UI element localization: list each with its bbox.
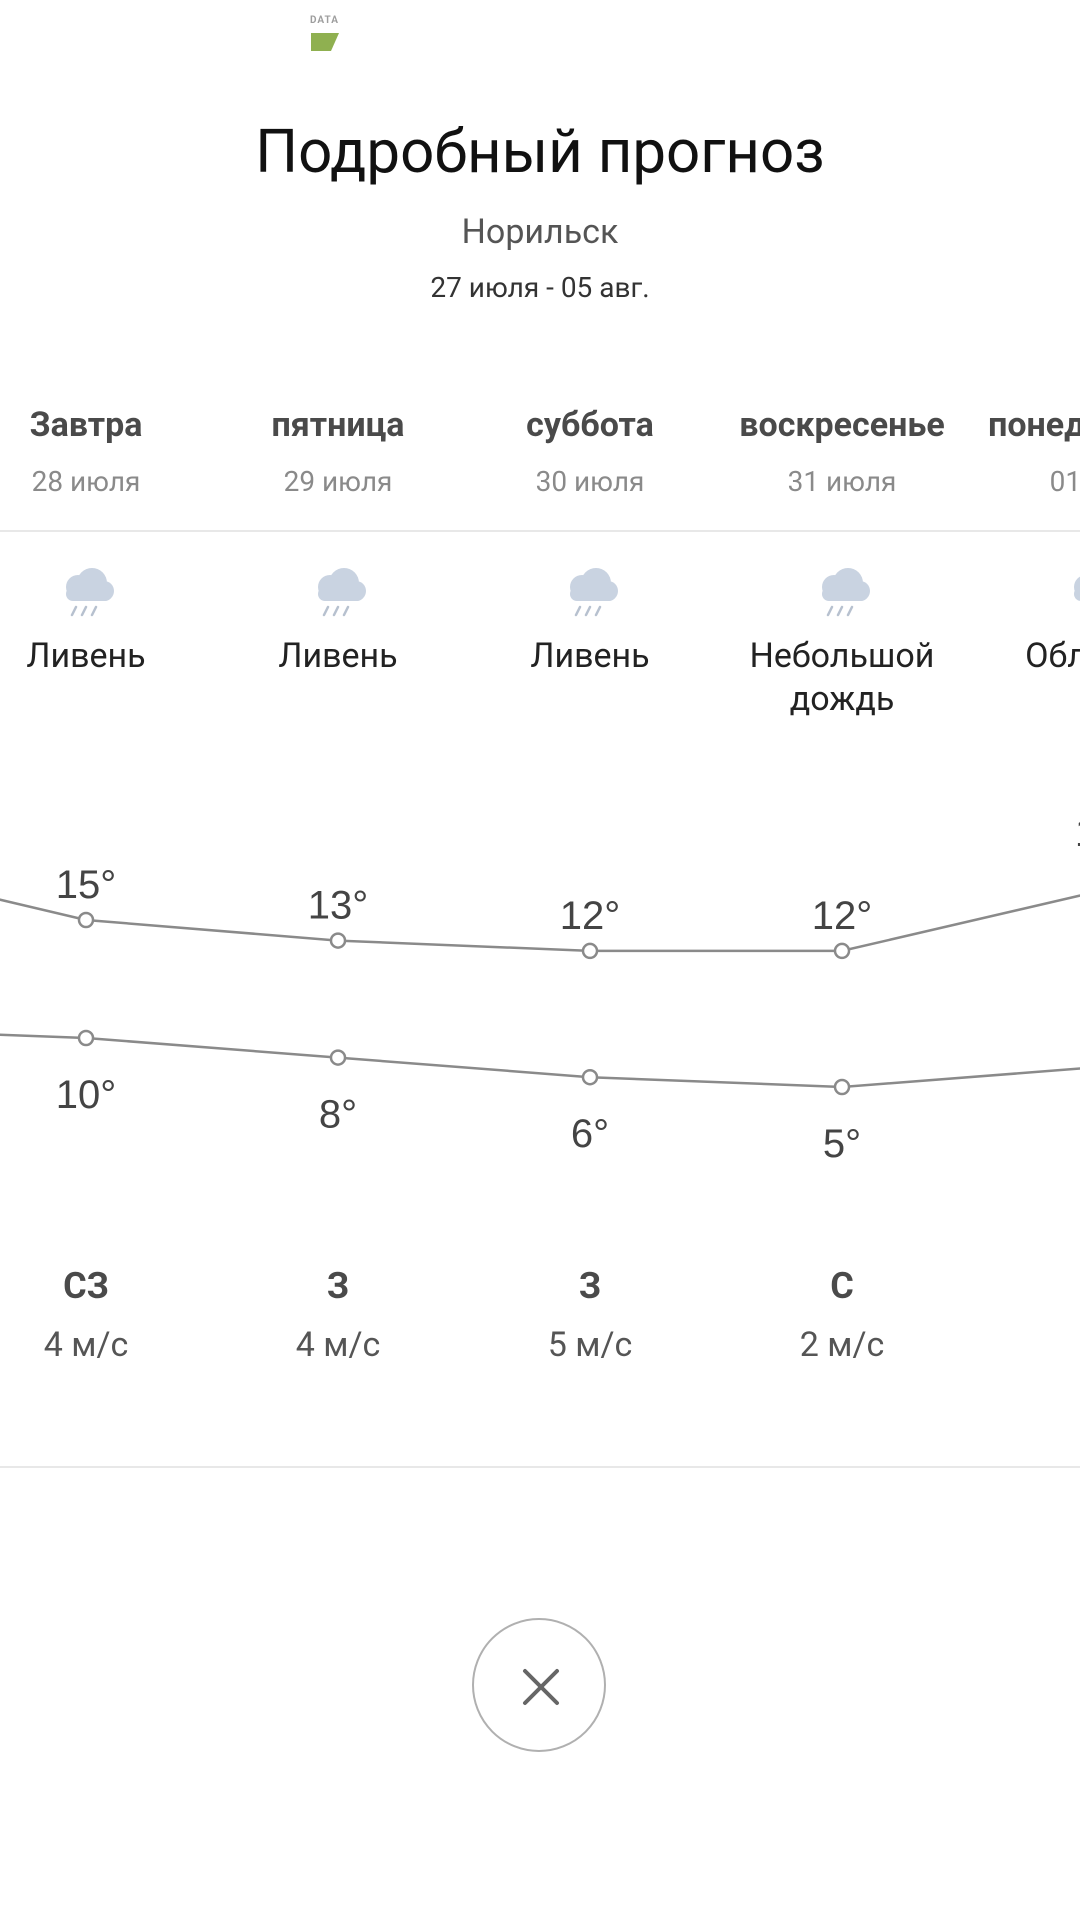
wind-speed: 4 м/с <box>295 1325 381 1365</box>
forecast-day-column: суббота 30 июля Ливень З 5 м/с <box>464 380 716 1470</box>
condition-text: Ливень <box>530 636 650 676</box>
wind-speed: 2 <box>968 1325 1080 1365</box>
high-temp-point <box>77 911 95 929</box>
high-temp-point <box>833 942 851 960</box>
close-button[interactable] <box>472 1618 606 1752</box>
logo-icon <box>311 33 339 51</box>
low-temp-label: 5° <box>823 1122 861 1166</box>
data-logo: DATA <box>310 15 340 55</box>
day-name: суббота <box>526 405 654 445</box>
high-temp-point <box>581 942 599 960</box>
day-name: понедельник <box>988 405 1080 445</box>
day-date: 01 авг. <box>1049 465 1080 498</box>
wind-direction: З <box>578 1265 602 1307</box>
logo-text: DATA <box>310 15 339 26</box>
condition-text: Небольшой дождь <box>749 636 935 719</box>
date-range: 27 июля - 05 авг. <box>430 271 650 304</box>
rain-cloud-icon <box>560 565 620 619</box>
cloud-icon <box>1064 565 1080 619</box>
low-temp-label: 10° <box>56 1073 117 1117</box>
forecast-day-column: понедельник 01 авг. Облачно С 2 <box>968 380 1080 1470</box>
wind-speed: 5 м/с <box>547 1325 633 1365</box>
day-name: Завтра <box>29 405 143 445</box>
high-temp-line <box>0 894 1080 953</box>
forecast-day-column: Завтра 28 июля Ливень СЗ 4 м/с <box>0 380 212 1470</box>
condition-text: Ливень <box>26 636 146 676</box>
day-date: 31 июля <box>787 465 897 498</box>
low-temp-point <box>329 1049 347 1066</box>
wind-direction: С <box>968 1265 1080 1307</box>
low-temp-label: 8° <box>319 1093 357 1137</box>
low-temp-point <box>833 1078 851 1096</box>
footer-divider <box>0 1466 1080 1468</box>
day-date: 29 июля <box>283 465 393 498</box>
wind-direction: С <box>830 1265 854 1307</box>
day-name: пятница <box>271 405 405 445</box>
wind-direction: СЗ <box>63 1265 109 1307</box>
day-date: 28 июля <box>31 465 141 498</box>
wind-speed: 4 м/с <box>43 1325 129 1365</box>
low-temp-point <box>77 1029 95 1047</box>
rain-cloud-icon <box>56 565 116 619</box>
condition-text: Облачно <box>1025 636 1080 676</box>
low-temp-line <box>0 1033 1080 1089</box>
temperature-chart: 15° 13° 12° 12° 10° 8° 6° 5° 1 <box>0 811 1080 1166</box>
city-name: Норильск <box>461 212 619 252</box>
high-temp-label: 15° <box>56 863 117 907</box>
forecast-day-column: воскресенье 31 июля Небольшой дождь С 2 м/с <box>716 380 968 1470</box>
condition-text: Ливень <box>278 636 398 676</box>
page-title: Подробный прогноз <box>255 116 825 187</box>
header-divider <box>0 530 1080 532</box>
rain-cloud-icon <box>812 565 872 619</box>
low-temp-point <box>581 1068 599 1086</box>
day-date: 30 июля <box>535 465 645 498</box>
high-temp-label: 1 <box>1075 811 1080 855</box>
forecast-scroller[interactable]: 15° 13° 12° 12° 10° 8° 6° 5° 1 Завтра 28 июля Ливе… <box>0 380 1080 1470</box>
high-temp-label: 12° <box>812 894 873 938</box>
high-temp-label: 12° <box>560 894 621 938</box>
close-icon <box>523 1669 559 1705</box>
wind-direction: З <box>326 1265 350 1307</box>
wind-speed: 2 м/с <box>799 1325 885 1365</box>
high-temp-point <box>329 932 347 949</box>
high-temp-label: 13° <box>308 884 369 928</box>
day-name: воскресенье <box>739 405 945 445</box>
rain-cloud-icon <box>308 565 368 619</box>
forecast-day-column: пятница 29 июля Ливень З 4 м/с <box>212 380 464 1470</box>
low-temp-label: 6° <box>571 1112 609 1156</box>
